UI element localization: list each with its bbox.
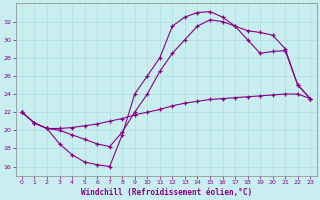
X-axis label: Windchill (Refroidissement éolien,°C): Windchill (Refroidissement éolien,°C) — [81, 188, 252, 197]
